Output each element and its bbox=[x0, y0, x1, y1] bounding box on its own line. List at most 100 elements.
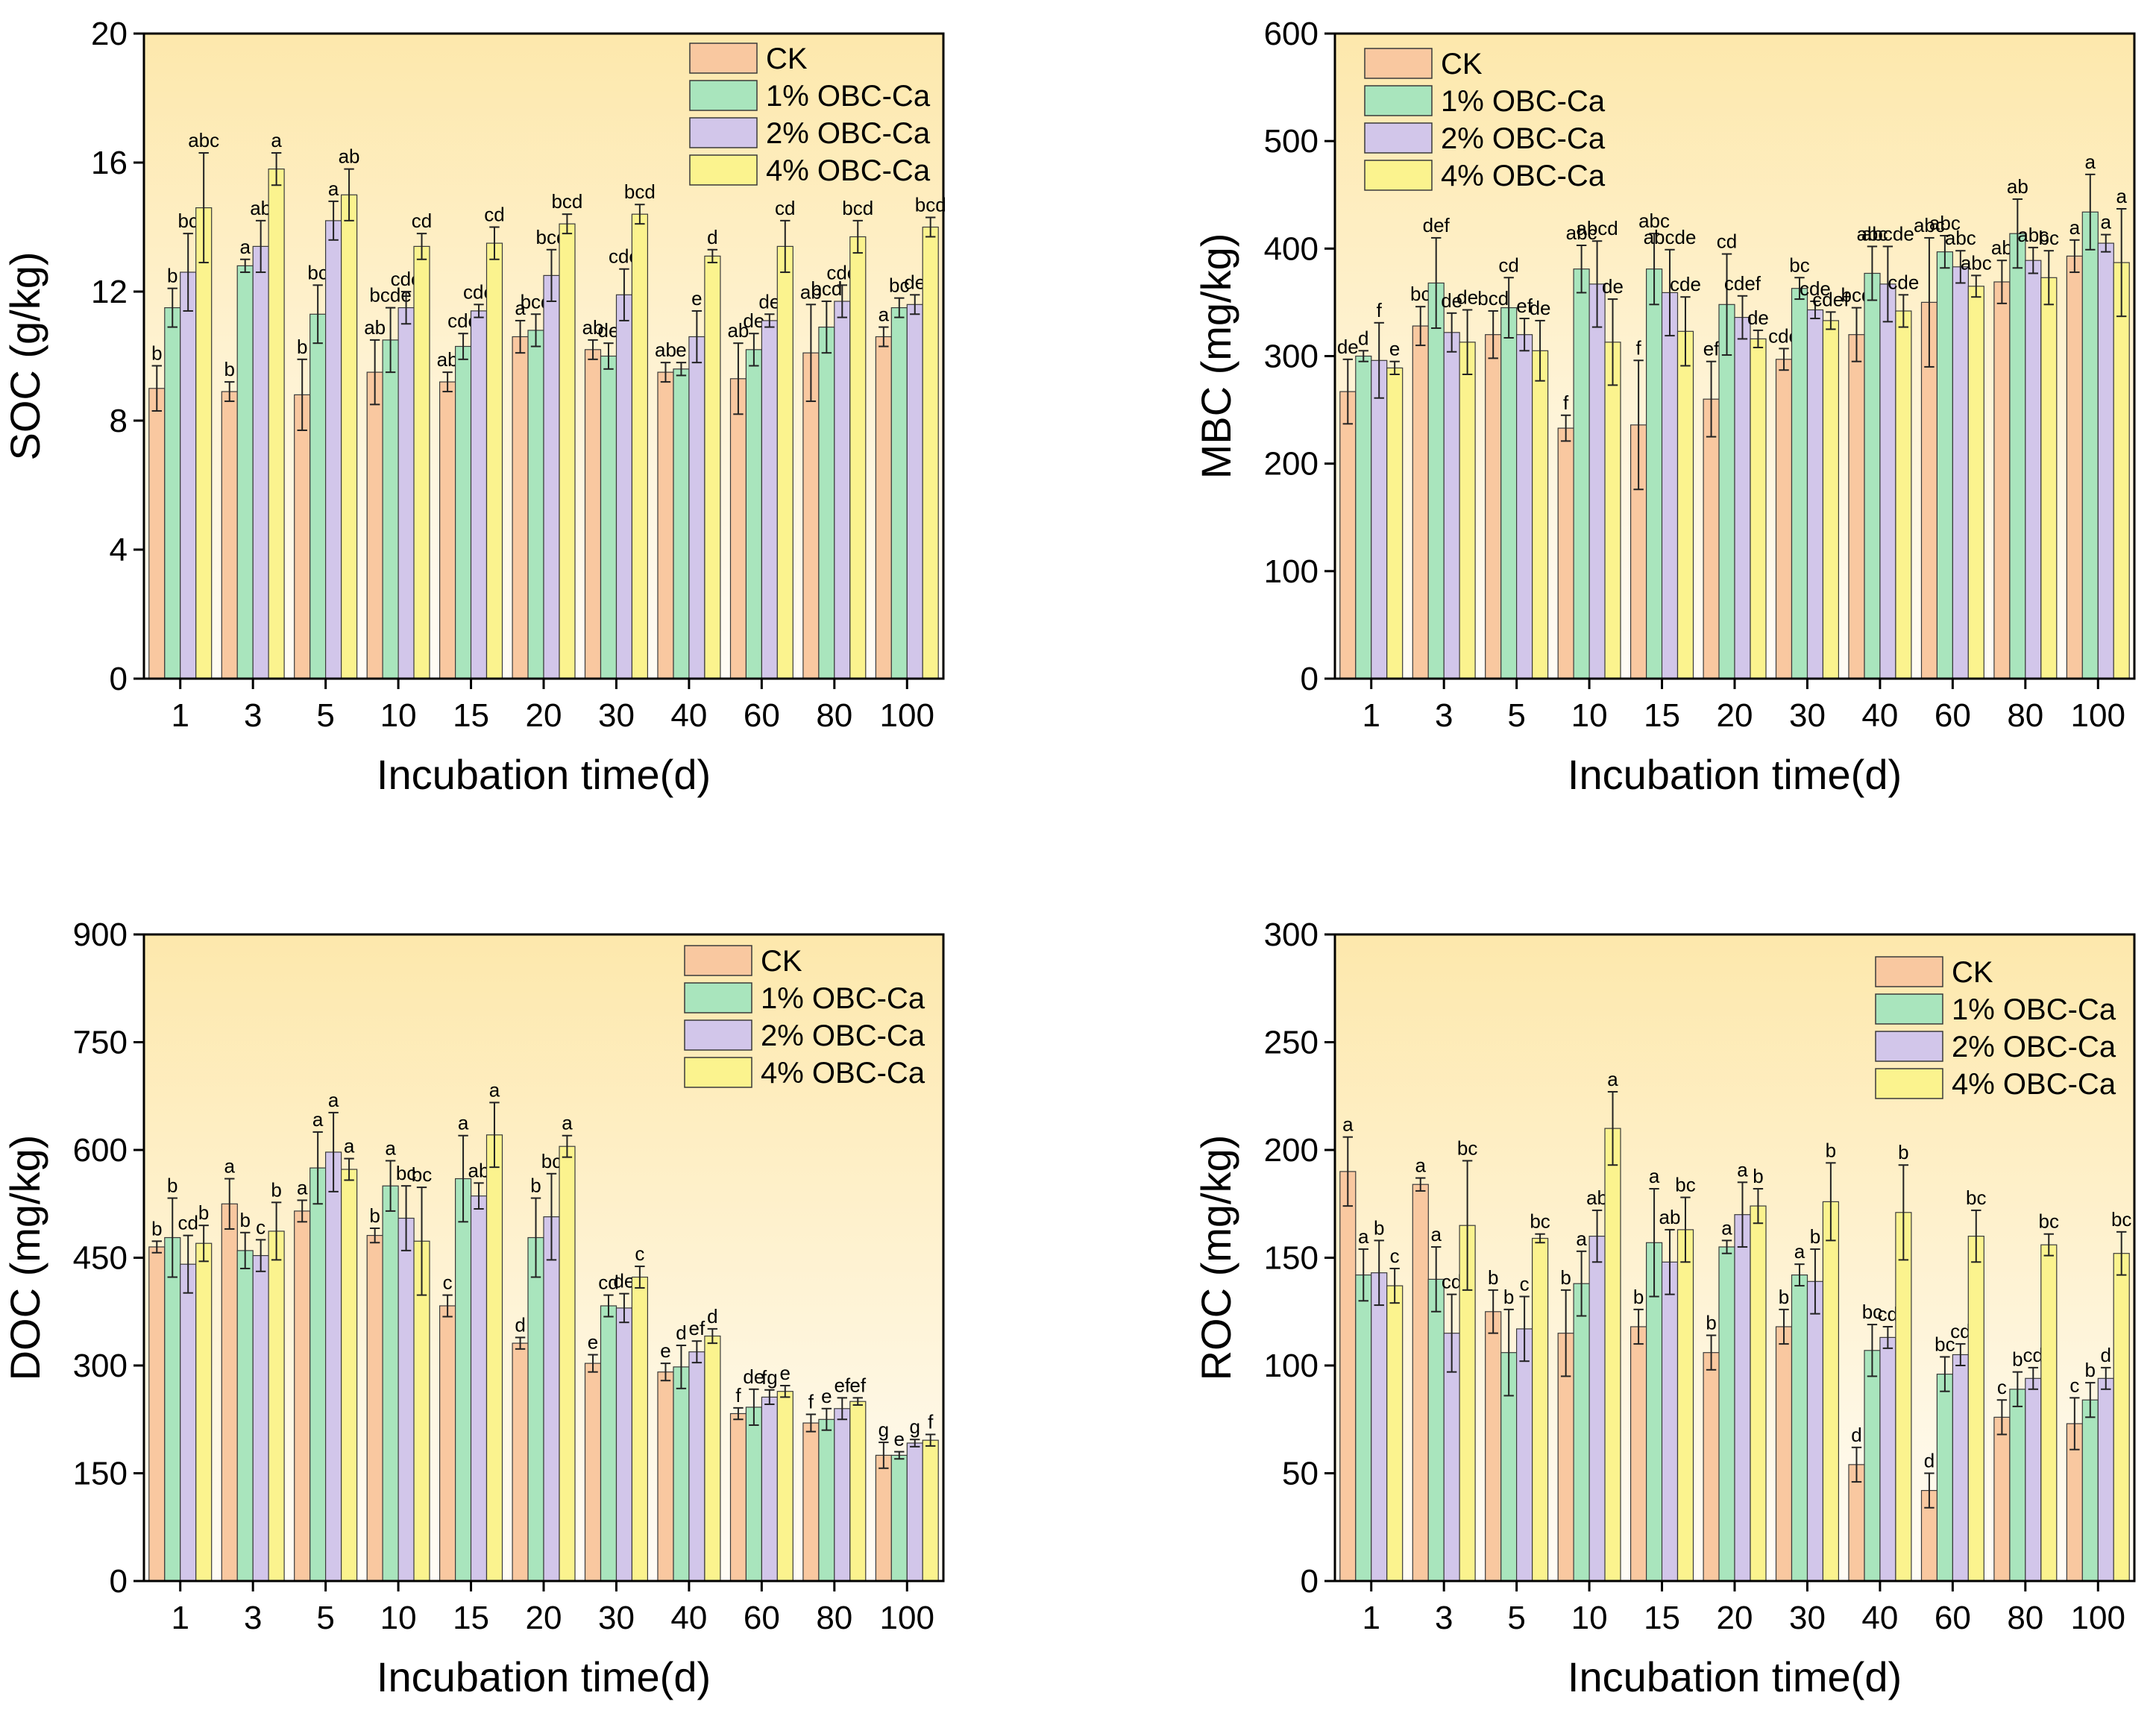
bar-obc2-15 bbox=[470, 310, 488, 679]
bar-ck-30 bbox=[1775, 1326, 1793, 1582]
x-tick-label: 100 bbox=[2071, 1600, 2125, 1636]
bar-ck-80 bbox=[1993, 1416, 2011, 1582]
significance-letter: de bbox=[758, 290, 780, 312]
legend-swatch-ck bbox=[1364, 48, 1433, 79]
bar-ck-15 bbox=[1630, 1326, 1647, 1582]
bar-obc2-3 bbox=[252, 245, 269, 679]
bar-obc2-1 bbox=[180, 1263, 197, 1582]
significance-letter: de bbox=[1337, 336, 1359, 358]
significance-letter: b bbox=[2085, 1359, 2096, 1381]
significance-letter: a bbox=[344, 1135, 355, 1157]
significance-letter: de bbox=[1530, 297, 1551, 319]
significance-letter: a bbox=[224, 1155, 236, 1178]
bar-obc4-20 bbox=[559, 1145, 576, 1582]
bar-obc4-20 bbox=[559, 223, 576, 679]
significance-letter: b bbox=[1560, 1266, 1571, 1289]
significance-letter: a bbox=[1737, 1158, 1748, 1181]
significance-letter: a bbox=[271, 129, 282, 151]
bar-ck-1 bbox=[1339, 1171, 1357, 1582]
x-tick-label: 3 bbox=[1435, 1600, 1453, 1636]
significance-letter: b bbox=[151, 1217, 162, 1239]
significance-letter: ef bbox=[1703, 338, 1720, 360]
bar-obc4-80 bbox=[2040, 277, 2058, 679]
bar-obc2-10 bbox=[397, 307, 415, 679]
significance-letter: bcd bbox=[811, 277, 842, 300]
x-tick-label: 80 bbox=[2007, 697, 2043, 734]
significance-letter: ef bbox=[1516, 295, 1533, 317]
bar-obc4-3 bbox=[268, 1231, 285, 1582]
significance-letter: abc bbox=[1638, 210, 1670, 232]
bar-obc4-15 bbox=[1676, 330, 1694, 679]
bar-obc4-60 bbox=[776, 245, 793, 679]
significance-letter: b bbox=[1779, 1286, 1789, 1308]
bar-obc1-40 bbox=[673, 1366, 690, 1582]
significance-letter: bc bbox=[2039, 1210, 2059, 1233]
significance-letter: cd bbox=[2023, 1344, 2043, 1366]
x-tick-label: 5 bbox=[316, 697, 334, 734]
significance-letter: d bbox=[707, 226, 717, 248]
bar-obc2-100 bbox=[906, 304, 923, 679]
significance-letter: cd bbox=[598, 1272, 618, 1294]
significance-letter: c bbox=[1390, 1245, 1400, 1267]
bar-obc1-60 bbox=[1936, 251, 1953, 679]
significance-letter: bcd bbox=[842, 197, 873, 219]
bar-obc4-100 bbox=[922, 226, 939, 679]
significance-letter: e bbox=[588, 1331, 598, 1354]
bar-ck-30 bbox=[584, 349, 602, 679]
bar-obc1-20 bbox=[1718, 1246, 1735, 1582]
legend: CK 1% OBC-Ca 2% OBC-Ca 4% OBC-Ca bbox=[1875, 956, 2116, 1101]
bar-obc2-1 bbox=[1371, 1272, 1388, 1582]
significance-letter: f bbox=[808, 1391, 814, 1413]
significance-letter: cd bbox=[775, 197, 795, 219]
bar-obc4-80 bbox=[2040, 1244, 2058, 1582]
bar-obc4-60 bbox=[1967, 1235, 1984, 1582]
legend-label-ck: CK bbox=[766, 43, 808, 75]
bar-obc1-5 bbox=[309, 313, 327, 679]
x-tick-label: 80 bbox=[2007, 1600, 2043, 1636]
y-tick-label: 300 bbox=[1264, 339, 1319, 375]
significance-letter: a bbox=[1342, 1113, 1354, 1136]
significance-letter: a bbox=[515, 297, 526, 319]
significance-letter: ab bbox=[800, 280, 822, 303]
significance-letter: cd bbox=[1950, 1320, 1970, 1342]
legend-swatch-obc4 bbox=[689, 154, 758, 186]
significance-letter: abc bbox=[2017, 224, 2049, 246]
bar-obc1-80 bbox=[818, 327, 835, 679]
significance-letter: ab bbox=[364, 316, 386, 339]
bar-obc1-10 bbox=[382, 1185, 399, 1582]
significance-letter: e bbox=[780, 1362, 791, 1384]
significance-letter: d bbox=[676, 1321, 686, 1344]
bar-obc2-5 bbox=[1515, 1328, 1533, 1582]
bar-ck-80 bbox=[1993, 281, 2011, 679]
x-tick-label: 15 bbox=[453, 1600, 489, 1636]
significance-letter: bc bbox=[1935, 1333, 1955, 1355]
significance-letter: bcd bbox=[551, 190, 582, 213]
bar-obc4-30 bbox=[631, 1276, 649, 1582]
significance-letter: cdef bbox=[1724, 272, 1761, 295]
significance-letter: b bbox=[198, 1201, 209, 1224]
bar-obc2-60 bbox=[761, 1396, 779, 1582]
bar-obc4-40 bbox=[704, 1335, 721, 1582]
significance-letter: b bbox=[2012, 1348, 2023, 1371]
x-tick-label: 40 bbox=[1861, 697, 1898, 734]
bar-obc1-5 bbox=[1500, 307, 1518, 679]
significance-letter: de bbox=[1747, 307, 1769, 329]
x-tick-label: 15 bbox=[1644, 1600, 1680, 1636]
significance-letter: ab bbox=[1586, 1187, 1608, 1209]
bar-obc1-40 bbox=[1864, 272, 1881, 679]
bar-obc4-5 bbox=[1532, 350, 1549, 679]
significance-letter: a bbox=[1649, 1165, 1660, 1187]
y-tick-label: 500 bbox=[1264, 123, 1319, 160]
y-tick-label: 600 bbox=[1264, 16, 1319, 52]
y-tick-label: 20 bbox=[91, 16, 128, 52]
significance-letter: abc bbox=[1566, 221, 1597, 244]
bar-obc1-15 bbox=[454, 345, 472, 679]
significance-letter: abcde bbox=[1861, 222, 1914, 245]
legend: CK 1% OBC-Ca 2% OBC-Ca 4% OBC-Ca bbox=[689, 43, 931, 187]
x-axis-title: Incubation time(d) bbox=[1568, 751, 1902, 798]
bar-obc2-40 bbox=[688, 1351, 705, 1582]
significance-letter: cd bbox=[1442, 1271, 1462, 1293]
x-tick-label: 15 bbox=[453, 697, 489, 734]
legend-label-obc1: 1% OBC-Ca bbox=[1441, 85, 1606, 118]
